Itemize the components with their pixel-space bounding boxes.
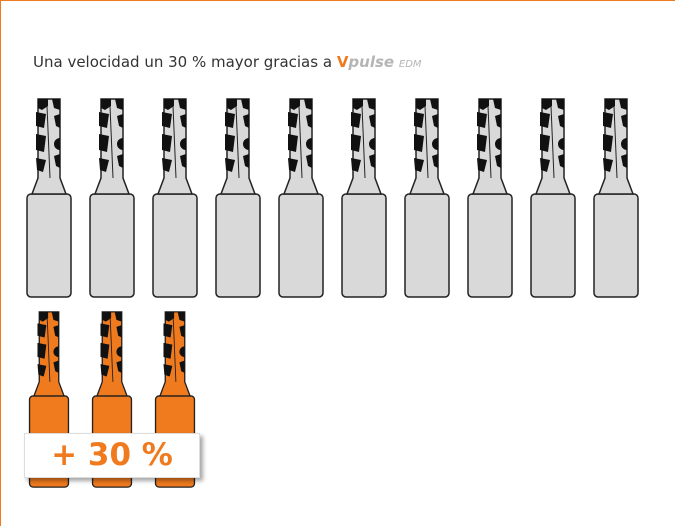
badge: + 30 % [24,433,200,478]
page: Una velocidad un 30 % mayor gracias a Vp… [0,0,675,526]
tool-row-grey [27,99,638,297]
